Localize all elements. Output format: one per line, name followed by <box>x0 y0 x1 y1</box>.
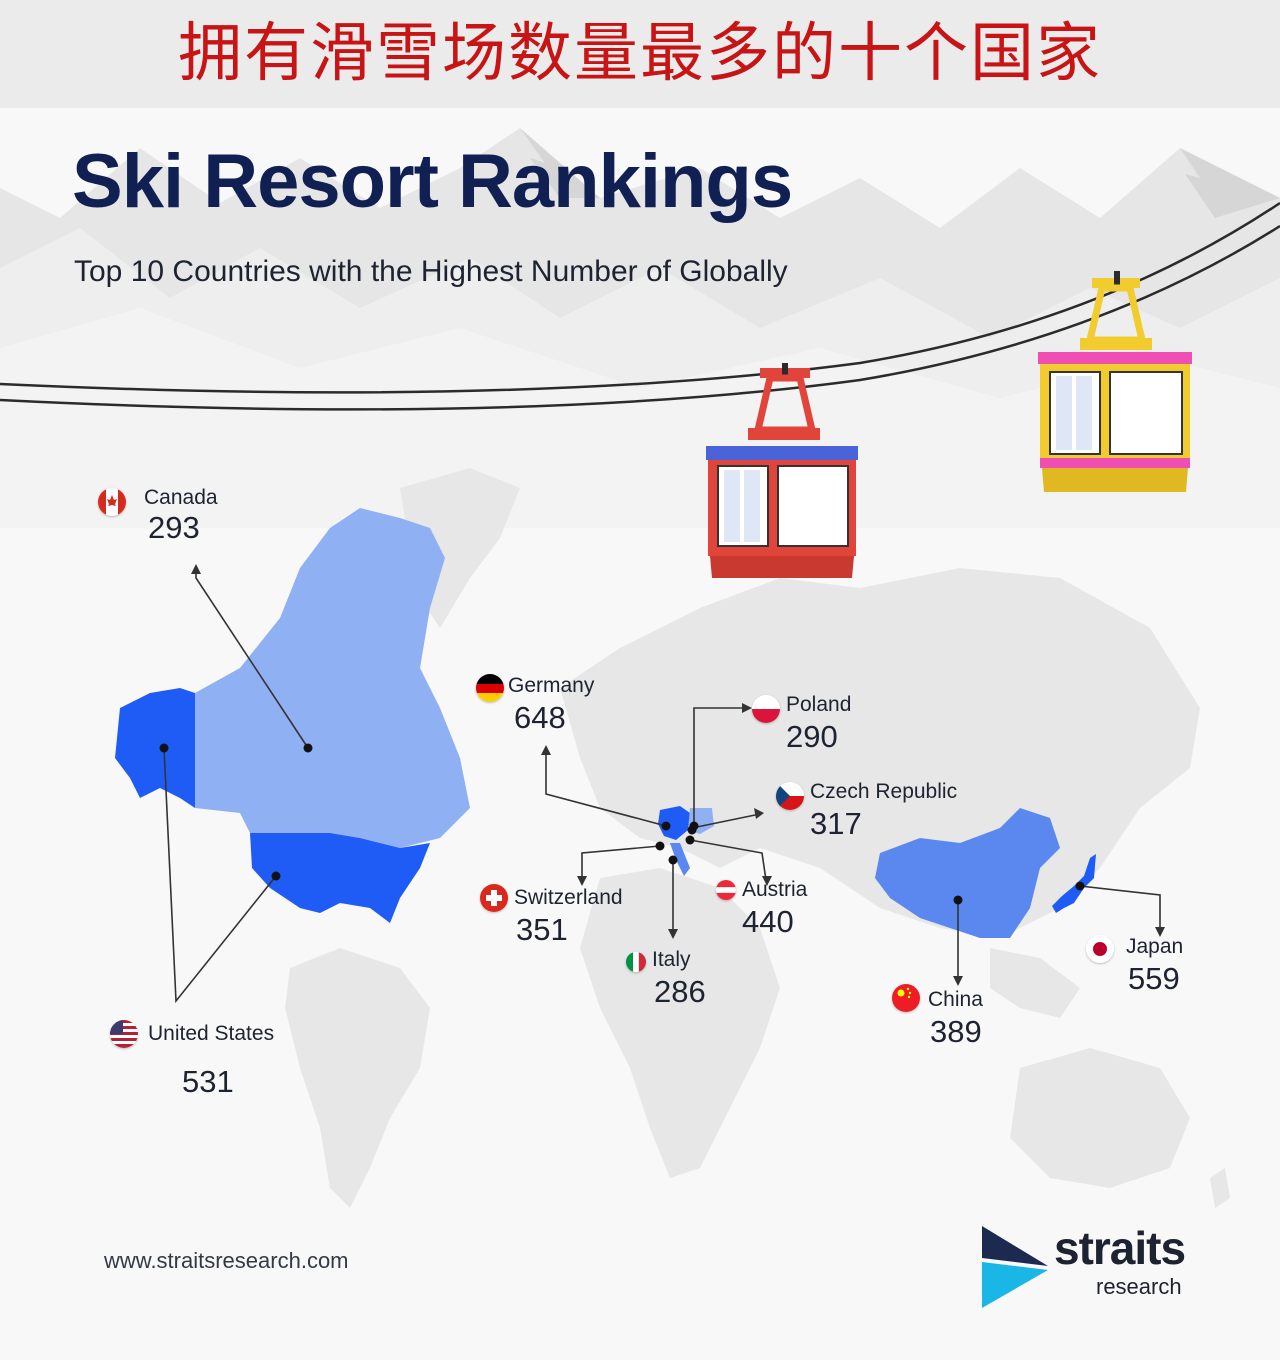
country-value: 351 <box>516 912 568 947</box>
czech-flag-icon <box>776 782 804 810</box>
country-name: Japan <box>1126 935 1184 958</box>
logo-wordmark: straits <box>1054 1222 1186 1274</box>
country-name: Austria <box>742 878 808 901</box>
europe-countries-shape <box>658 806 690 840</box>
usa-shape <box>250 833 430 923</box>
red-gondola-graphic <box>706 363 858 578</box>
italy-shape <box>670 843 690 876</box>
country-name: United States <box>148 1022 275 1045</box>
poland-flag-icon <box>752 695 780 723</box>
pointer-arrowheads <box>191 564 1165 986</box>
banner-title: 拥有滑雪场数量最多的十个国家 <box>178 17 1102 91</box>
yellow-gondola-graphic <box>1038 271 1192 492</box>
italy-flag-icon <box>626 952 646 972</box>
country-name: Italy <box>652 948 691 971</box>
australia-shape <box>1010 1048 1190 1188</box>
country-value: 317 <box>810 806 862 841</box>
country-value: 648 <box>514 700 566 735</box>
germany-flag-icon <box>476 674 504 702</box>
japan-flag-icon <box>1086 935 1114 963</box>
pointer-dots <box>159 743 1085 905</box>
straits-research-logo: straits research <box>978 1220 1208 1312</box>
china-flag-icon <box>892 984 920 1012</box>
austria-flag-icon <box>716 880 736 900</box>
china-shape <box>875 808 1060 938</box>
country-name: Czech Republic <box>810 780 958 803</box>
japan-shape <box>1052 854 1096 913</box>
country-name: Switzerland <box>514 886 623 909</box>
switzerland-flag-icon <box>480 884 508 912</box>
country-value: 531 <box>182 1064 234 1099</box>
canada-flag-icon <box>98 488 126 516</box>
canada-shape <box>195 508 470 848</box>
southeast-asia-shape <box>990 948 1080 1018</box>
country-name: China <box>928 988 983 1011</box>
country-value: 389 <box>930 1014 982 1049</box>
banner: 拥有滑雪场数量最多的十个国家 <box>0 0 1280 108</box>
country-value: 440 <box>742 904 794 939</box>
infographic: Ski Resort Rankings Top 10 Countries wit… <box>0 108 1280 1360</box>
country-value: 559 <box>1128 961 1180 996</box>
country-name: Poland <box>786 693 852 716</box>
infographic-title: Ski Resort Rankings <box>72 139 793 224</box>
logo-mark-icon <box>982 1226 1048 1308</box>
africa-shape <box>580 868 780 1178</box>
alaska-shape <box>115 688 195 808</box>
source-website: www.straitsresearch.com <box>104 1248 349 1273</box>
background-art <box>0 128 1280 1208</box>
country-value: 286 <box>654 974 706 1009</box>
country-name: Canada <box>144 486 218 509</box>
highlighted-countries <box>115 508 1096 938</box>
infographic-subtitle: Top 10 Countries with the Highest Number… <box>74 255 788 288</box>
new-zealand-shape <box>1210 1168 1230 1208</box>
country-value: 293 <box>148 510 200 545</box>
country-value: 290 <box>786 719 838 754</box>
usa-flag-icon <box>110 1020 138 1048</box>
logo-subtitle: research <box>1096 1274 1182 1299</box>
south-america-shape <box>285 948 430 1208</box>
country-name: Germany <box>508 674 595 697</box>
